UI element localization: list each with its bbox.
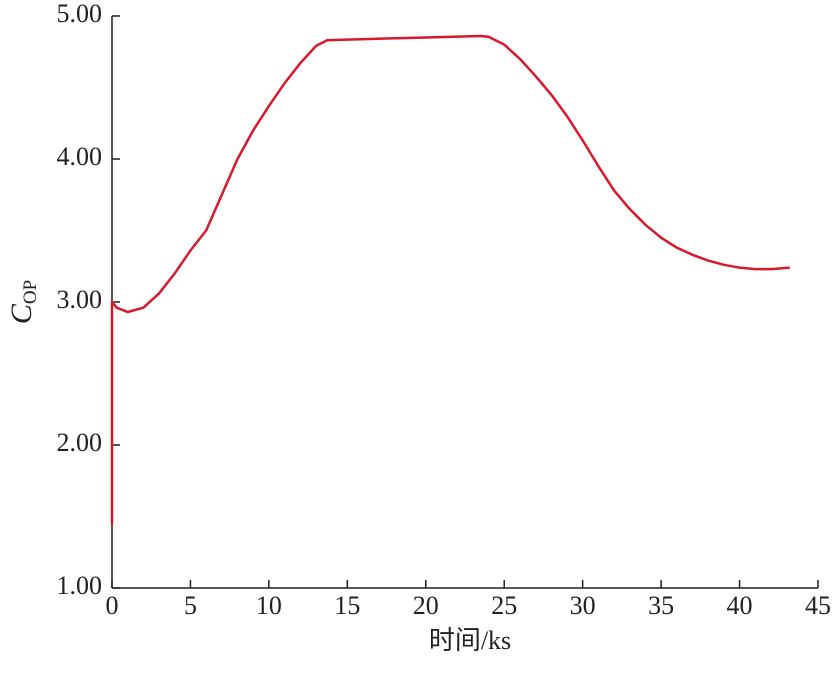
x-tick-label: 20 — [413, 591, 439, 620]
y-label-main: C — [5, 303, 38, 324]
x-tick-label: 15 — [334, 591, 360, 620]
x-tick-label: 30 — [570, 591, 596, 620]
y-tick-label: 3.00 — [57, 285, 103, 314]
y-tick-label: 2.00 — [57, 428, 103, 457]
y-axis-label: COP — [5, 280, 41, 324]
x-tick-label: 40 — [727, 591, 753, 620]
y-tick-label: 5.00 — [57, 0, 103, 28]
x-tick-label: 45 — [805, 591, 831, 620]
x-tick-label: 10 — [256, 591, 282, 620]
y-label-sub: OP — [20, 280, 41, 304]
y-tick-label: 1.00 — [57, 571, 103, 600]
y-tick-label: 4.00 — [57, 142, 103, 171]
x-axis-label: 时间/ks — [429, 626, 511, 655]
x-tick-label: 5 — [184, 591, 197, 620]
x-tick-label: 35 — [648, 591, 674, 620]
x-tick-label: 0 — [106, 591, 119, 620]
data-line — [110, 34, 790, 526]
x-tick-label: 25 — [491, 591, 517, 620]
